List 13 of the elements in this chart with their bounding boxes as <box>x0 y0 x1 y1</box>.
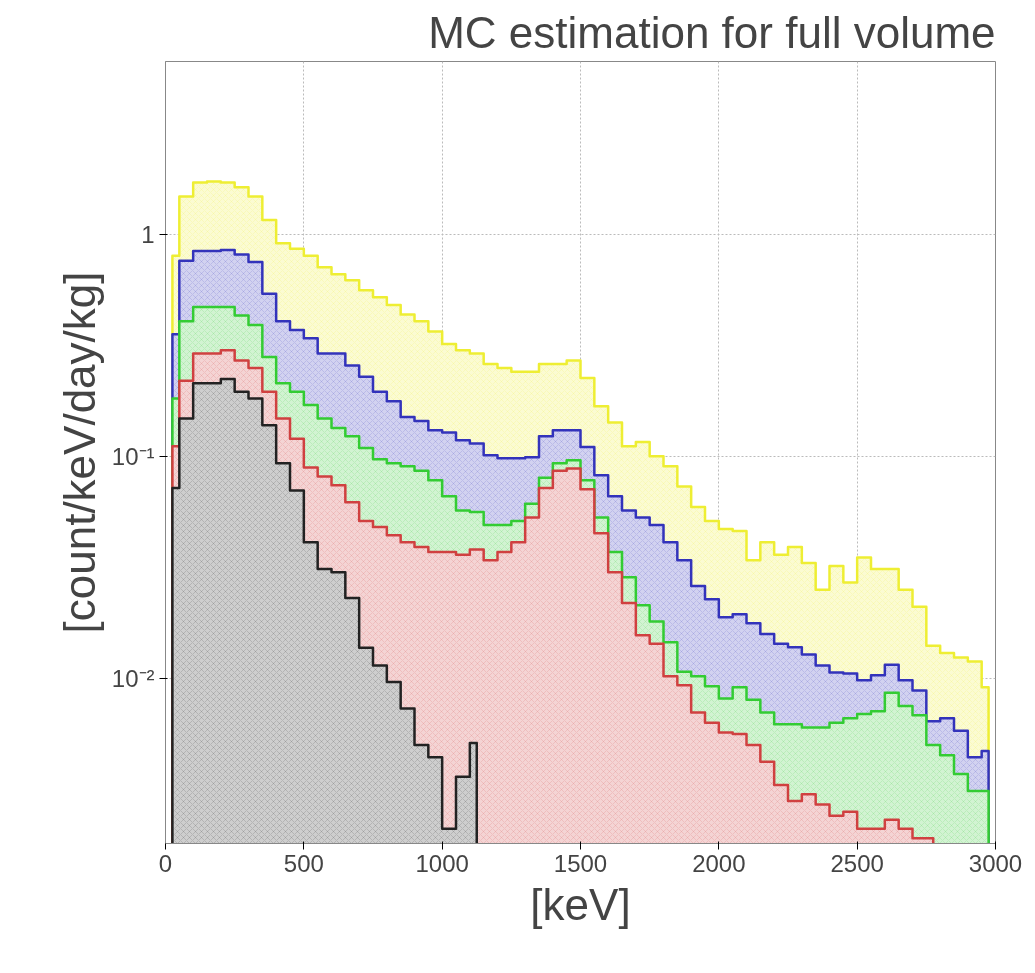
x-axis-title: [keV] <box>530 879 631 929</box>
y-axis-title: [count/keV/day/kg] <box>54 271 104 634</box>
x-tick-label: 1500 <box>553 849 608 877</box>
x-tick-label: 1000 <box>415 849 469 877</box>
y-tick-label: 10⁻¹ <box>111 442 155 470</box>
y-tick-label: 1 <box>141 220 155 248</box>
x-tick-label: 2500 <box>830 849 884 877</box>
chart-title: MC estimation for full volume <box>428 7 996 57</box>
x-tick-label: 0 <box>158 849 173 877</box>
x-tick-label: 2000 <box>692 849 746 877</box>
x-tick-label: 3000 <box>968 849 1023 877</box>
x-tick-label: 500 <box>283 849 324 877</box>
y-tick-label: 10⁻² <box>111 664 155 692</box>
